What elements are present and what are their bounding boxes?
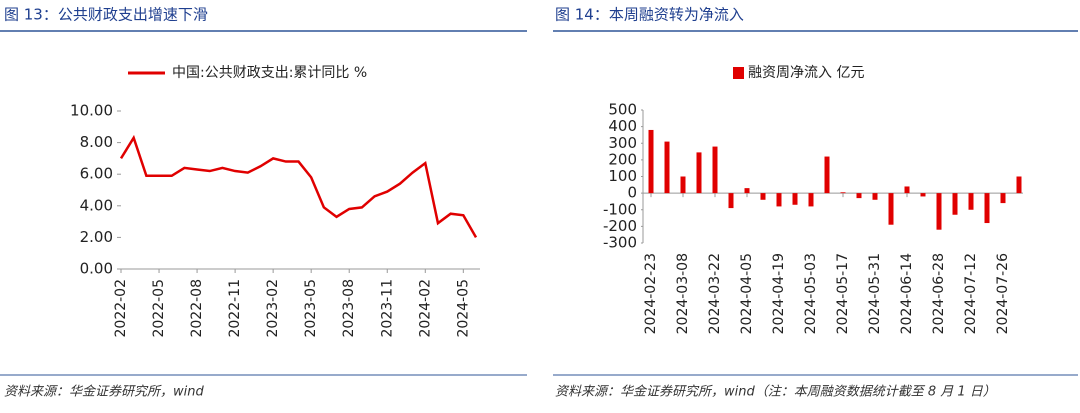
x-tick-label: 2024-05-31 (867, 253, 883, 334)
line (119, 134, 478, 239)
bar (1016, 176, 1022, 194)
bar (824, 156, 830, 194)
bar (696, 152, 702, 194)
bar (920, 193, 926, 197)
x-tick-label: 2024-04-05 (739, 253, 755, 334)
bar (840, 192, 846, 194)
x-tick-label: 2024-03-22 (707, 253, 723, 334)
x-tick-label: 2024-02-23 (643, 253, 659, 334)
y-tick-label: 400 (608, 117, 637, 135)
bar (904, 186, 910, 194)
source: 资料来源：华金证券研究所，wind（注：本周融资数据统计截至 8 月 1 日） (555, 384, 996, 400)
bar (712, 146, 718, 194)
y-tick-label: 6.00 (80, 165, 113, 183)
y-tick-label: 4.00 (80, 196, 113, 214)
y-tick-label: 8.00 (80, 133, 113, 151)
x-tick-label: 2022-11 (227, 279, 243, 338)
x-tick-label: 2024-07-26 (995, 253, 1011, 334)
y-tick-label: -200 (603, 217, 637, 235)
legend-label: 中国:公共财政支出:累计同比 % (172, 65, 367, 81)
bar (808, 193, 814, 207)
x-tick-label: 2023-08 (341, 279, 357, 338)
bar (968, 193, 974, 210)
y-tick-label: 10.00 (70, 102, 113, 120)
x-tick-label: 2024-05 (455, 279, 471, 338)
y-tick-label: -300 (603, 234, 637, 252)
bar (680, 176, 686, 194)
bar (664, 141, 670, 194)
bar (952, 193, 958, 215)
x-tick-label: 2023-02 (265, 279, 281, 338)
bar (792, 193, 798, 205)
legend-label: 融资周净流入 亿元 (748, 65, 864, 81)
x-tick-label: 2023-05 (303, 279, 319, 338)
bar (728, 193, 734, 209)
y-tick-label: 100 (608, 167, 637, 185)
y-tick-label: -100 (603, 200, 637, 218)
bar (872, 193, 878, 200)
x-tick-label: 2024-07-12 (963, 253, 979, 334)
y-tick-label: 0.00 (80, 260, 113, 278)
x-tick-label: 2023-11 (379, 279, 395, 338)
x-tick-label: 2022-08 (189, 279, 205, 338)
bar (936, 193, 942, 230)
y-tick-label: 500 (608, 101, 637, 119)
bar (856, 193, 862, 199)
bar (984, 193, 990, 224)
x-tick-label: 2024-04-19 (771, 253, 787, 334)
chart-title: 图 13：公共财政支出增速下滑 (4, 6, 208, 24)
bar (776, 193, 782, 207)
y-tick-label: 2.00 (80, 228, 113, 246)
x-tick-label: 2024-05-17 (835, 253, 851, 334)
y-tick-label: 0 (627, 184, 637, 202)
source: 资料来源：华金证券研究所，wind (4, 384, 204, 400)
bar (760, 193, 766, 200)
x-tick-label: 2024-02 (417, 279, 433, 338)
x-tick-label: 2022-05 (151, 279, 167, 338)
x-tick-label: 2024-06-28 (931, 253, 947, 334)
bar (888, 193, 894, 225)
legend-swatch (733, 67, 744, 79)
x-tick-label: 2022-02 (113, 279, 129, 338)
chart-title: 图 14：本周融资转为净流入 (555, 6, 744, 24)
bar (744, 188, 750, 194)
x-tick-label: 2024-03-08 (675, 253, 691, 334)
y-tick-label: 300 (608, 134, 637, 152)
bar (1000, 193, 1006, 204)
bar (648, 129, 654, 194)
x-tick-label: 2024-05-03 (803, 253, 819, 334)
x-tick-label: 2024-06-14 (899, 253, 915, 334)
y-tick-label: 200 (608, 150, 637, 168)
